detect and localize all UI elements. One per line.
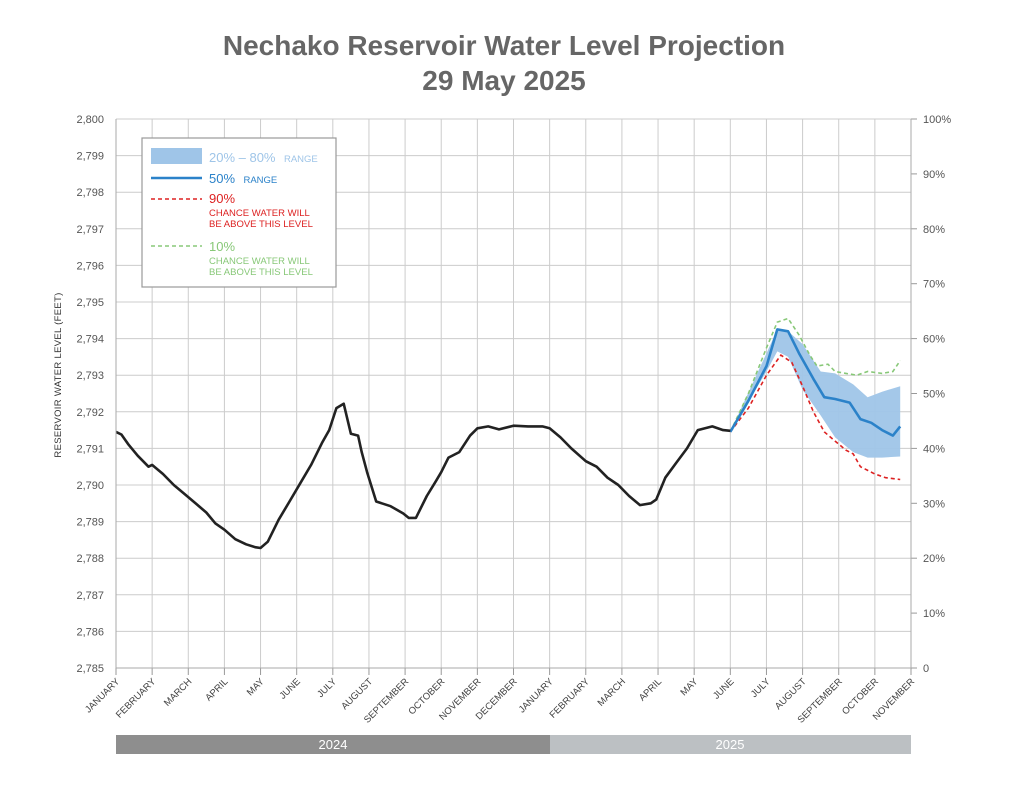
legend-p10-line2: BE ABOVE THIS LEVEL bbox=[209, 267, 313, 278]
y-tick-label: 2,793 bbox=[76, 370, 104, 382]
series-historical-line bbox=[115, 402, 731, 550]
x-tick-label: JUNE bbox=[277, 676, 302, 701]
legend-p90-main: 90% bbox=[209, 191, 235, 206]
plot-area bbox=[115, 317, 902, 550]
y-axis-label: RESERVOIR WATER LEVEL (FEET) bbox=[53, 292, 64, 457]
legend-p90-line2: BE ABOVE THIS LEVEL bbox=[209, 219, 313, 230]
y-tick-label: 2,789 bbox=[76, 517, 104, 529]
x-tick-label: MAY bbox=[245, 676, 267, 698]
legend-median-text: 50% RANGE bbox=[209, 170, 277, 187]
y-tick-label: 2,800 bbox=[76, 114, 104, 126]
y-tick-label: 2,787 bbox=[76, 590, 104, 602]
series-p10-line bbox=[729, 317, 901, 433]
legend-median-main: 50% bbox=[209, 171, 235, 186]
legend-band-text: 20% – 80% RANGE bbox=[209, 149, 318, 166]
y-tick-label: 2,796 bbox=[76, 260, 104, 272]
x-tick-label: APRIL bbox=[203, 676, 230, 703]
y2-tick-label: 70% bbox=[923, 279, 945, 291]
y-tick-label: 2,791 bbox=[76, 443, 104, 455]
legend-p10-main: 10% bbox=[209, 239, 235, 254]
x-tick-label: APRIL bbox=[637, 676, 664, 703]
x-tick-label: AUGUST bbox=[773, 676, 809, 712]
legend: 20% – 80% RANGE 50% RANGE 90% CHANCE WAT… bbox=[141, 137, 337, 288]
y2-tick-label: 100% bbox=[923, 114, 951, 126]
x-tick-label: JULY bbox=[315, 676, 339, 700]
legend-band-main: 20% – 80% bbox=[209, 150, 276, 165]
y-tick-label: 2,790 bbox=[76, 480, 104, 492]
y2-tick-label: 0 bbox=[923, 663, 929, 675]
legend-p90-line1: CHANCE WATER WILL bbox=[209, 208, 310, 219]
series-p90-line bbox=[729, 354, 901, 481]
y2-tick-label: 80% bbox=[923, 224, 945, 236]
y2-tick-label: 20% bbox=[923, 553, 945, 565]
y2-tick-label: 40% bbox=[923, 443, 945, 455]
y-tick-label: 2,795 bbox=[76, 297, 104, 309]
chart-title: Nechako Reservoir Water Level Projection bbox=[223, 30, 785, 61]
x-tick-label: FEBRUARY bbox=[114, 676, 159, 721]
y2-tick-label: 60% bbox=[923, 334, 945, 346]
legend-band-small: RANGE bbox=[284, 154, 318, 165]
x-tick-label: AUGUST bbox=[339, 676, 375, 712]
y-tick-label: 2,797 bbox=[76, 224, 104, 236]
y-tick-label: 2,788 bbox=[76, 553, 104, 565]
legend-p10-line1: CHANCE WATER WILL bbox=[209, 256, 310, 267]
y2-tick-label: 10% bbox=[923, 608, 945, 620]
year-bar: 2024 2025 bbox=[116, 735, 911, 754]
y-tick-label: 2,786 bbox=[76, 626, 104, 638]
x-tick-label: JUNE bbox=[711, 676, 736, 701]
y-tick-label: 2,785 bbox=[76, 663, 104, 675]
x-tick-label: MARCH bbox=[596, 676, 629, 709]
chart-subtitle: 29 May 2025 bbox=[422, 65, 585, 96]
y-tick-label: 2,794 bbox=[76, 334, 104, 346]
y2-tick-label: 50% bbox=[923, 389, 945, 401]
x-tick-label: MARCH bbox=[162, 676, 195, 709]
legend-median-small: RANGE bbox=[243, 175, 277, 186]
x-tick-label: FEBRUARY bbox=[548, 676, 593, 721]
x-tick-label: MAY bbox=[678, 676, 700, 698]
y2-tick-label: 30% bbox=[923, 498, 945, 510]
y-tick-label: 2,792 bbox=[76, 407, 104, 419]
y-tick-label: 2,798 bbox=[76, 187, 104, 199]
year-label-2024: 2024 bbox=[319, 737, 348, 752]
year-bar-2025 bbox=[550, 735, 911, 754]
year-label-2025: 2025 bbox=[716, 737, 745, 752]
x-tick-label: JULY bbox=[749, 676, 773, 700]
series-band-20-80 bbox=[730, 329, 901, 458]
legend-band-swatch bbox=[151, 148, 202, 164]
y2-tick-label: 90% bbox=[923, 169, 945, 181]
series-median-line bbox=[729, 328, 902, 437]
y-tick-label: 2,799 bbox=[76, 151, 104, 163]
year-bar-2024 bbox=[116, 735, 550, 754]
